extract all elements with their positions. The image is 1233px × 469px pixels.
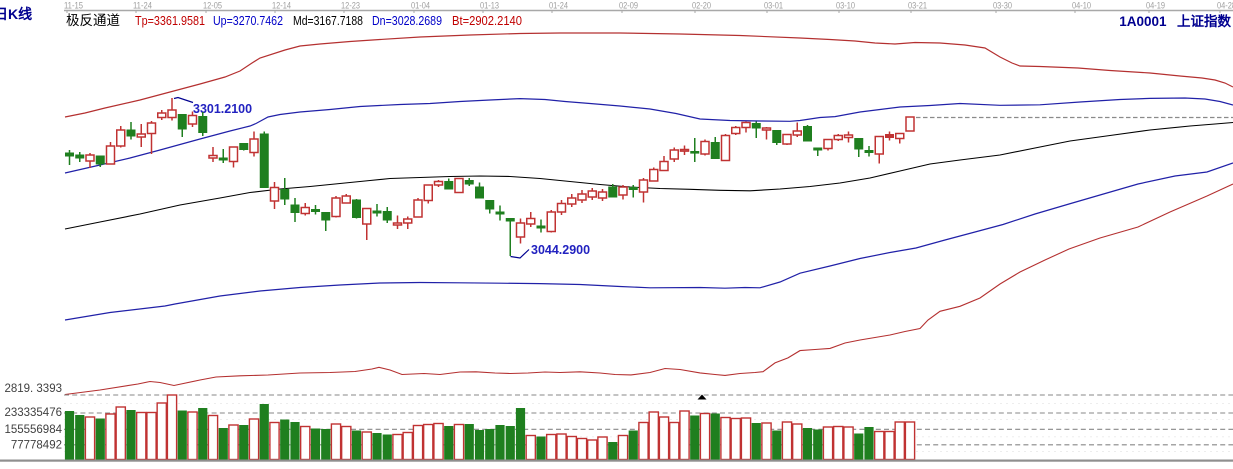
svg-text:03-01: 03-01 xyxy=(764,1,783,11)
svg-text:02-09: 02-09 xyxy=(619,1,638,11)
svg-text:3301.2100: 3301.2100 xyxy=(193,102,252,116)
svg-text:02-20: 02-20 xyxy=(692,1,711,11)
svg-text:日K线: 日K线 xyxy=(0,6,32,22)
svg-text:1A0001 上证指数: 1A0001 上证指数 xyxy=(1119,13,1231,29)
svg-text:11-24: 11-24 xyxy=(133,1,152,11)
svg-text:04-19: 04-19 xyxy=(1146,1,1165,11)
svg-text:233335476: 233335476 xyxy=(4,407,62,419)
svg-text:01-13: 01-13 xyxy=(480,1,499,11)
svg-text:3044.2900: 3044.2900 xyxy=(531,243,590,257)
svg-text:Tp=3361.9581: Tp=3361.9581 xyxy=(135,14,205,28)
svg-text:77778492: 77778492 xyxy=(11,440,62,452)
svg-text:01-24: 01-24 xyxy=(549,1,568,11)
svg-text:155556984: 155556984 xyxy=(4,424,62,436)
svg-text:03-30: 03-30 xyxy=(993,1,1012,11)
svg-text:12-14: 12-14 xyxy=(272,1,291,11)
svg-text:04-10: 04-10 xyxy=(1072,1,1091,11)
svg-text:01-04: 01-04 xyxy=(411,1,430,11)
svg-text:Up=3270.7462: Up=3270.7462 xyxy=(213,14,283,28)
svg-text:Md=3167.7188: Md=3167.7188 xyxy=(293,14,363,28)
svg-text:04-28: 04-28 xyxy=(1217,1,1233,11)
svg-text:2819. 3393: 2819. 3393 xyxy=(4,383,62,395)
svg-text:极反通道: 极反通道 xyxy=(66,13,120,28)
svg-text:Bt=2902.2140: Bt=2902.2140 xyxy=(452,14,522,28)
svg-text:12-05: 12-05 xyxy=(203,1,222,11)
svg-text:12-23: 12-23 xyxy=(341,1,360,11)
svg-text:11-15: 11-15 xyxy=(64,1,83,11)
svg-text:03-21: 03-21 xyxy=(908,1,927,11)
svg-text:Dn=3028.2689: Dn=3028.2689 xyxy=(372,14,442,28)
svg-text:03-10: 03-10 xyxy=(836,1,855,11)
